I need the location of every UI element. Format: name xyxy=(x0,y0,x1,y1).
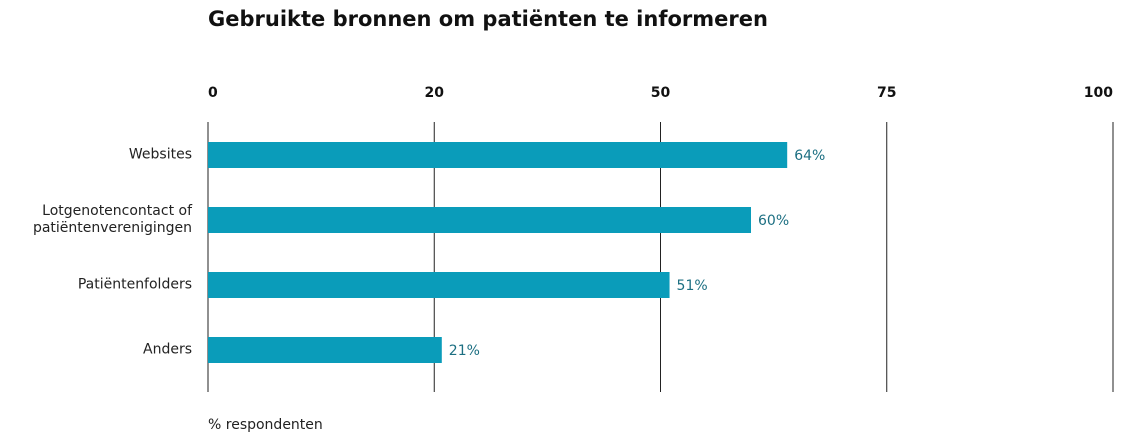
bar xyxy=(208,207,751,233)
x-tick-label: 50 xyxy=(651,85,671,101)
bar xyxy=(208,272,670,298)
x-tick-label: 20 xyxy=(425,85,445,101)
x-axis-label: % respondenten xyxy=(208,417,323,433)
y-tick-label: Anders xyxy=(143,341,192,358)
bar xyxy=(208,142,788,168)
x-tick-label: 0 xyxy=(208,85,218,101)
data-label: 51% xyxy=(677,278,708,294)
y-tick-label: Patiëntenfolders xyxy=(77,276,192,293)
data-label: 21% xyxy=(449,343,480,359)
data-label: 64% xyxy=(794,148,825,164)
x-tick-label: 100 xyxy=(1084,85,1113,101)
x-tick-label: 75 xyxy=(877,85,896,101)
chart-title: Gebruikte bronnen om patiënten te inform… xyxy=(208,7,768,31)
data-label: 60% xyxy=(758,213,789,229)
y-tick-label: Websites xyxy=(128,146,192,163)
bar xyxy=(208,337,442,363)
y-tick-label: Lotgenotencontact of patiëntenvereniging… xyxy=(32,203,192,236)
